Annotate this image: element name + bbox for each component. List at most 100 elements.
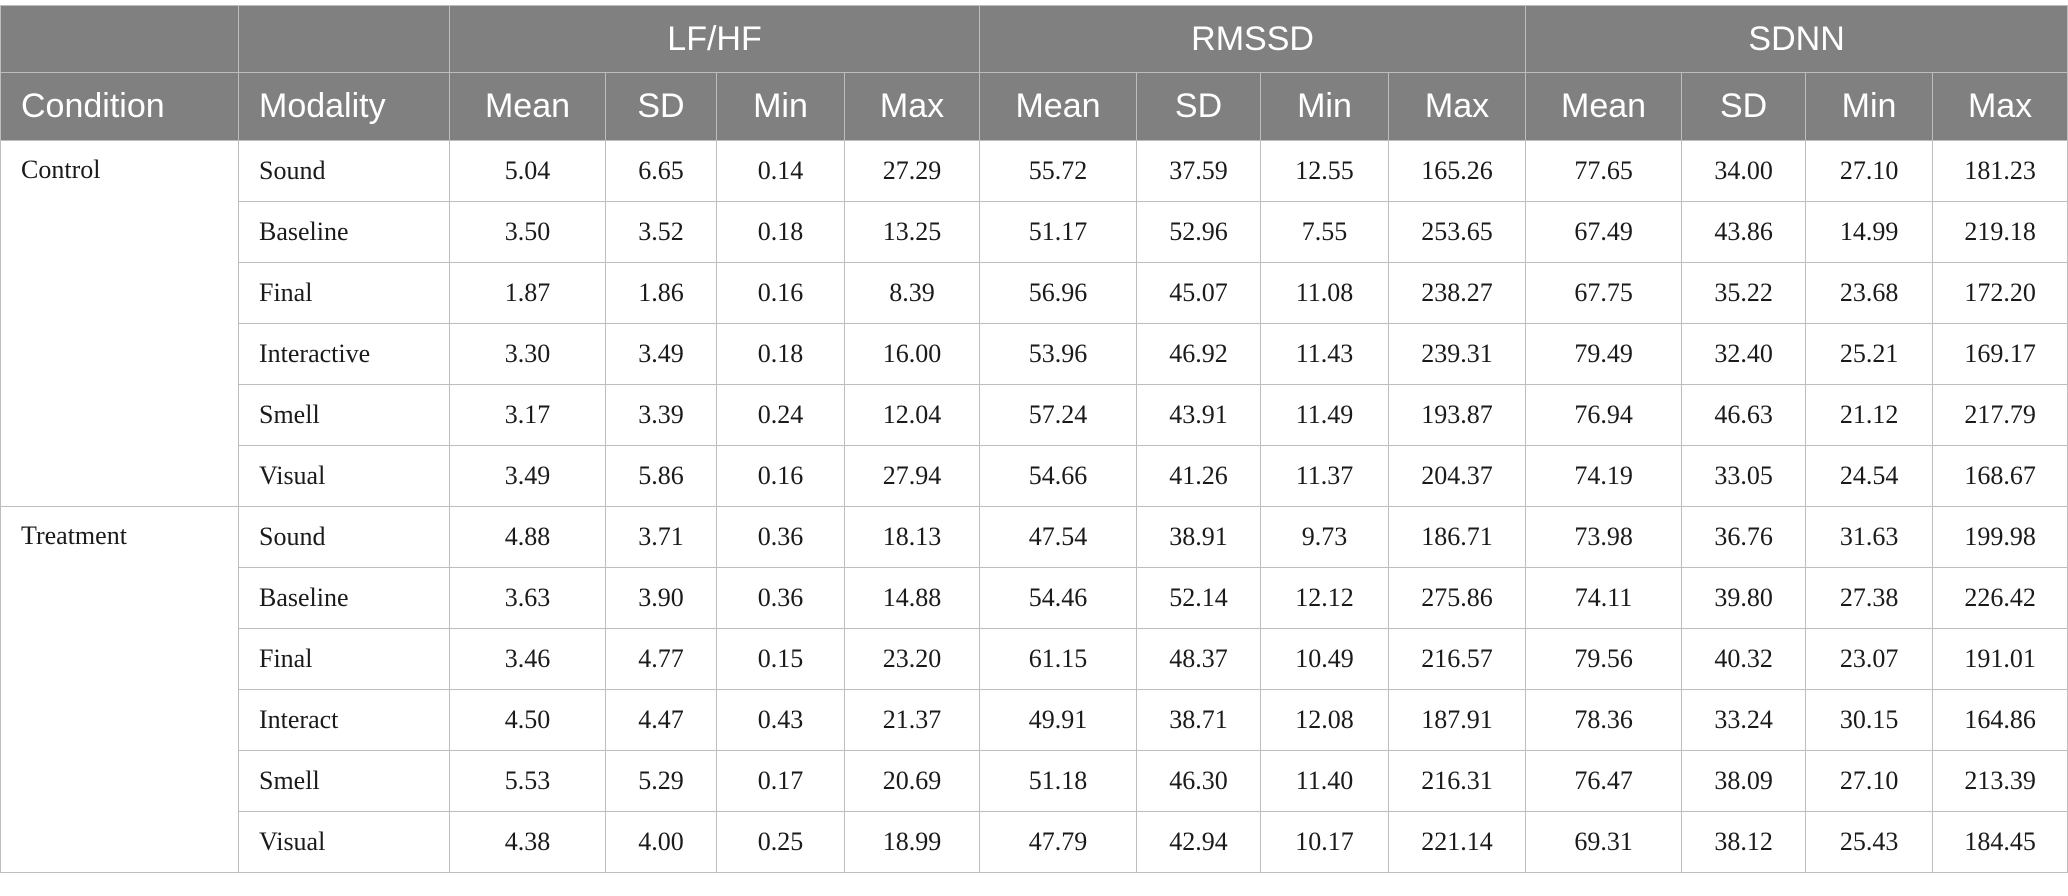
value-cell: 12.04	[843, 384, 981, 446]
table-row: Baseline 3.50 3.52 0.18 13.25 51.17 52.96 7.55 2…	[1, 201, 2068, 263]
value-cell: 204.37	[1388, 445, 1527, 507]
value-cell: 12.55	[1260, 140, 1390, 202]
value-cell: 186.71	[1388, 506, 1527, 568]
value-cell: 20.69	[843, 750, 981, 812]
value-cell: 0.18	[716, 323, 845, 385]
value-cell: 238.27	[1388, 262, 1527, 324]
value-cell: 27.10	[1805, 140, 1934, 202]
value-cell: 275.86	[1388, 567, 1527, 629]
hrv-statistics-table: LF/HF RMSSD SDNN Condition Modality Mean…	[0, 5, 2068, 873]
value-cell: 3.39	[605, 384, 717, 446]
value-cell: 18.99	[843, 811, 981, 873]
value-cell: 30.15	[1805, 689, 1934, 751]
value-cell: 51.17	[979, 201, 1138, 263]
value-cell: 213.39	[1932, 750, 2068, 812]
value-cell: 25.43	[1805, 811, 1934, 873]
modality-cell: Visual	[238, 445, 450, 507]
value-cell: 40.32	[1681, 628, 1807, 690]
table-row: Visual 3.49 5.86 0.16 27.94 54.66 41.26 11.37 20…	[1, 445, 2068, 507]
value-cell: 0.25	[716, 811, 845, 873]
table-row: Visual 4.38 4.00 0.25 18.99 47.79 42.94 10.17 22…	[1, 811, 2068, 873]
value-cell: 0.43	[716, 689, 845, 751]
value-cell: 3.46	[449, 628, 606, 690]
value-cell: 3.30	[449, 323, 606, 385]
value-cell: 10.17	[1260, 811, 1390, 873]
value-cell: 12.12	[1260, 567, 1390, 629]
value-cell: 49.91	[979, 689, 1138, 751]
value-cell: 184.45	[1932, 811, 2068, 873]
modality-cell: Baseline	[238, 201, 450, 263]
value-cell: 9.73	[1260, 506, 1390, 568]
value-cell: 216.57	[1388, 628, 1527, 690]
value-cell: 8.39	[843, 262, 981, 324]
value-cell: 11.08	[1260, 262, 1390, 324]
value-cell: 34.00	[1681, 140, 1807, 202]
column-header-lfhf-max: Max	[843, 72, 981, 141]
value-cell: 191.01	[1932, 628, 2068, 690]
value-cell: 11.49	[1260, 384, 1390, 446]
value-cell: 78.36	[1525, 689, 1683, 751]
value-cell: 3.52	[605, 201, 717, 263]
value-cell: 67.49	[1525, 201, 1683, 263]
value-cell: 33.05	[1681, 445, 1807, 507]
value-cell: 61.15	[979, 628, 1138, 690]
column-header-lfhf-sd: SD	[605, 72, 717, 141]
value-cell: 27.94	[843, 445, 981, 507]
value-cell: 54.46	[979, 567, 1138, 629]
value-cell: 38.91	[1136, 506, 1262, 568]
column-header-sdnn-min: Min	[1805, 72, 1934, 141]
value-cell: 35.22	[1681, 262, 1807, 324]
value-cell: 165.26	[1388, 140, 1527, 202]
value-cell: 33.24	[1681, 689, 1807, 751]
value-cell: 41.26	[1136, 445, 1262, 507]
value-cell: 57.24	[979, 384, 1138, 446]
value-cell: 52.14	[1136, 567, 1262, 629]
column-header-row: Condition Modality Mean SD Min Max Mean …	[0, 72, 2068, 141]
value-cell: 0.36	[716, 567, 845, 629]
column-header-rmssd-sd: SD	[1136, 72, 1262, 141]
table-row: Interact 4.50 4.47 0.43 21.37 49.91 38.71 12.08…	[1, 689, 2068, 751]
value-cell: 79.49	[1525, 323, 1683, 385]
column-header-sdnn-max: Max	[1932, 72, 2068, 141]
value-cell: 42.94	[1136, 811, 1262, 873]
value-cell: 3.49	[605, 323, 717, 385]
value-cell: 12.08	[1260, 689, 1390, 751]
value-cell: 181.23	[1932, 140, 2068, 202]
table-row: Smell 5.53 5.29 0.17 20.69 51.18 46.30 11.40 216…	[1, 750, 2068, 812]
column-header-lfhf-min: Min	[716, 72, 845, 141]
value-cell: 4.00	[605, 811, 717, 873]
table-row: Treatment Sound 4.88 3.71 0.36 18.13 47.54 38.9…	[0, 506, 2068, 873]
value-cell: 77.65	[1525, 140, 1683, 202]
value-cell: 54.66	[979, 445, 1138, 507]
value-cell: 32.40	[1681, 323, 1807, 385]
value-cell: 76.94	[1525, 384, 1683, 446]
table-row: Final 3.46 4.77 0.15 23.20 61.15 48.37 10.49 216…	[1, 628, 2068, 690]
group-header-lfhf: LF/HF	[448, 5, 981, 73]
column-header-modality: Modality	[238, 72, 450, 141]
value-cell: 0.18	[716, 201, 845, 263]
value-cell: 4.88	[449, 506, 606, 568]
value-cell: 67.75	[1525, 262, 1683, 324]
value-cell: 47.79	[979, 811, 1138, 873]
group-header-empty	[0, 5, 239, 73]
value-cell: 0.14	[716, 140, 845, 202]
column-header-sdnn-mean: Mean	[1525, 72, 1683, 141]
column-header-condition: Condition	[0, 72, 239, 141]
value-cell: 74.11	[1525, 567, 1683, 629]
value-cell: 14.99	[1805, 201, 1934, 263]
modality-cell: Baseline	[238, 567, 450, 629]
value-cell: 0.36	[716, 506, 845, 568]
value-cell: 226.42	[1932, 567, 2068, 629]
value-cell: 76.47	[1525, 750, 1683, 812]
value-cell: 219.18	[1932, 201, 2068, 263]
value-cell: 10.49	[1260, 628, 1390, 690]
value-cell: 168.67	[1932, 445, 2068, 507]
value-cell: 46.30	[1136, 750, 1262, 812]
table-row: Baseline 3.63 3.90 0.36 14.88 54.46 52.14 12.12…	[1, 567, 2068, 629]
modality-cell: Smell	[238, 750, 450, 812]
value-cell: 21.12	[1805, 384, 1934, 446]
value-cell: 0.24	[716, 384, 845, 446]
value-cell: 5.86	[605, 445, 717, 507]
value-cell: 3.49	[449, 445, 606, 507]
value-cell: 16.00	[843, 323, 981, 385]
